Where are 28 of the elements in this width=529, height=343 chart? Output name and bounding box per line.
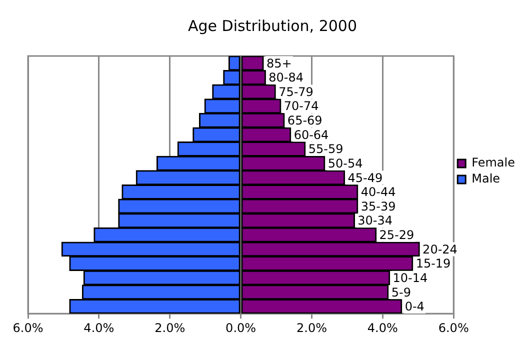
y-tick-label: 65-69 — [287, 114, 322, 128]
x-tick-label: 2.0% — [296, 320, 327, 335]
y-tick-label: 60-64 — [294, 128, 329, 142]
y-tick-label: 5-9 — [391, 285, 411, 300]
chart-title: Age Distribution, 2000 — [188, 16, 357, 35]
y-tick-label: 55-59 — [308, 142, 344, 156]
y-tick-label: 45-49 — [348, 170, 383, 185]
y-tick-label: 0-4 — [404, 300, 424, 314]
y-tick-label: 30-34 — [358, 214, 393, 228]
y-tick-label: 15-19 — [416, 256, 451, 271]
legend-label: Male — [472, 172, 500, 186]
x-tick-label: 6.0% — [12, 320, 44, 335]
legend-label: Female — [472, 156, 515, 170]
x-tick-label: 6.0% — [438, 320, 469, 335]
y-tick-label: 50-54 — [328, 156, 363, 170]
x-tick-label: 2.0% — [154, 320, 186, 335]
x-tick-label: 0.0% — [226, 320, 256, 335]
x-tick-label: 4.0% — [367, 320, 398, 335]
y-tick-label: 40-44 — [360, 185, 396, 200]
x-tick-label: 4.0% — [84, 320, 114, 335]
y-tick-label: 70-74 — [284, 99, 319, 114]
y-tick-label: 75-79 — [278, 84, 314, 99]
y-tick-label: 85+ — [266, 56, 292, 70]
y-tick-label: 20-24 — [422, 242, 458, 256]
y-tick-label: 10-14 — [392, 270, 428, 285]
y-tick-label: 80-84 — [268, 70, 304, 85]
y-tick-label: 35-39 — [360, 199, 396, 214]
y-tick-label: 25-29 — [379, 228, 414, 242]
